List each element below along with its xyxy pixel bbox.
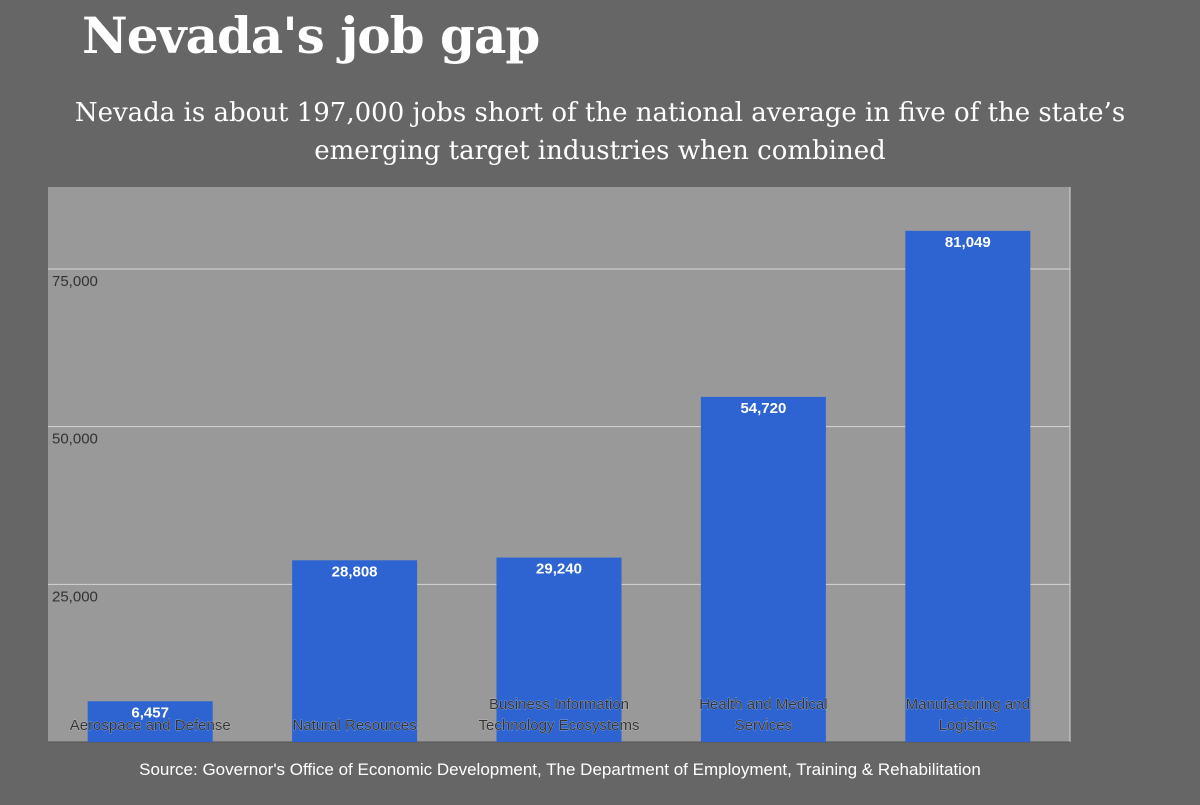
x-category-label: Logistics <box>939 717 997 734</box>
bar <box>496 557 622 742</box>
y-tick-label: 75,000 <box>52 273 98 290</box>
bar-value-label: 6,457 <box>131 704 169 721</box>
bar-value-label: 28,808 <box>332 563 378 580</box>
y-tick-label: 25,000 <box>52 588 98 605</box>
bar <box>87 701 213 742</box>
subtitle-line-2: emerging target industries when combined <box>314 136 886 166</box>
x-category-label: Services <box>735 717 793 734</box>
y-tick-label: 50,000 <box>52 431 98 448</box>
bar <box>700 396 826 742</box>
x-category-label: Aerospace and Defense <box>70 717 231 734</box>
bar-value-label: 81,049 <box>945 234 991 251</box>
x-category-label: Natural Resources <box>292 717 416 734</box>
x-category-label: Manufacturing and <box>906 696 1030 713</box>
x-category-label: Health and Medical <box>699 696 827 713</box>
x-category-label: Technology Ecosystems <box>479 717 640 734</box>
page-title: Nevada's job gap <box>82 6 540 65</box>
source-note: Source: Governor's Office of Economic De… <box>139 760 981 779</box>
page-subtitle: Nevada is about 197,000 jobs short of th… <box>0 94 1200 170</box>
bar <box>292 560 418 742</box>
x-category-label: Business Information <box>489 696 629 713</box>
subtitle-line-1: Nevada is about 197,000 jobs short of th… <box>74 98 1126 128</box>
bar <box>905 230 1031 743</box>
bar-value-label: 29,240 <box>536 561 582 578</box>
bar-value-label: 54,720 <box>740 400 786 417</box>
